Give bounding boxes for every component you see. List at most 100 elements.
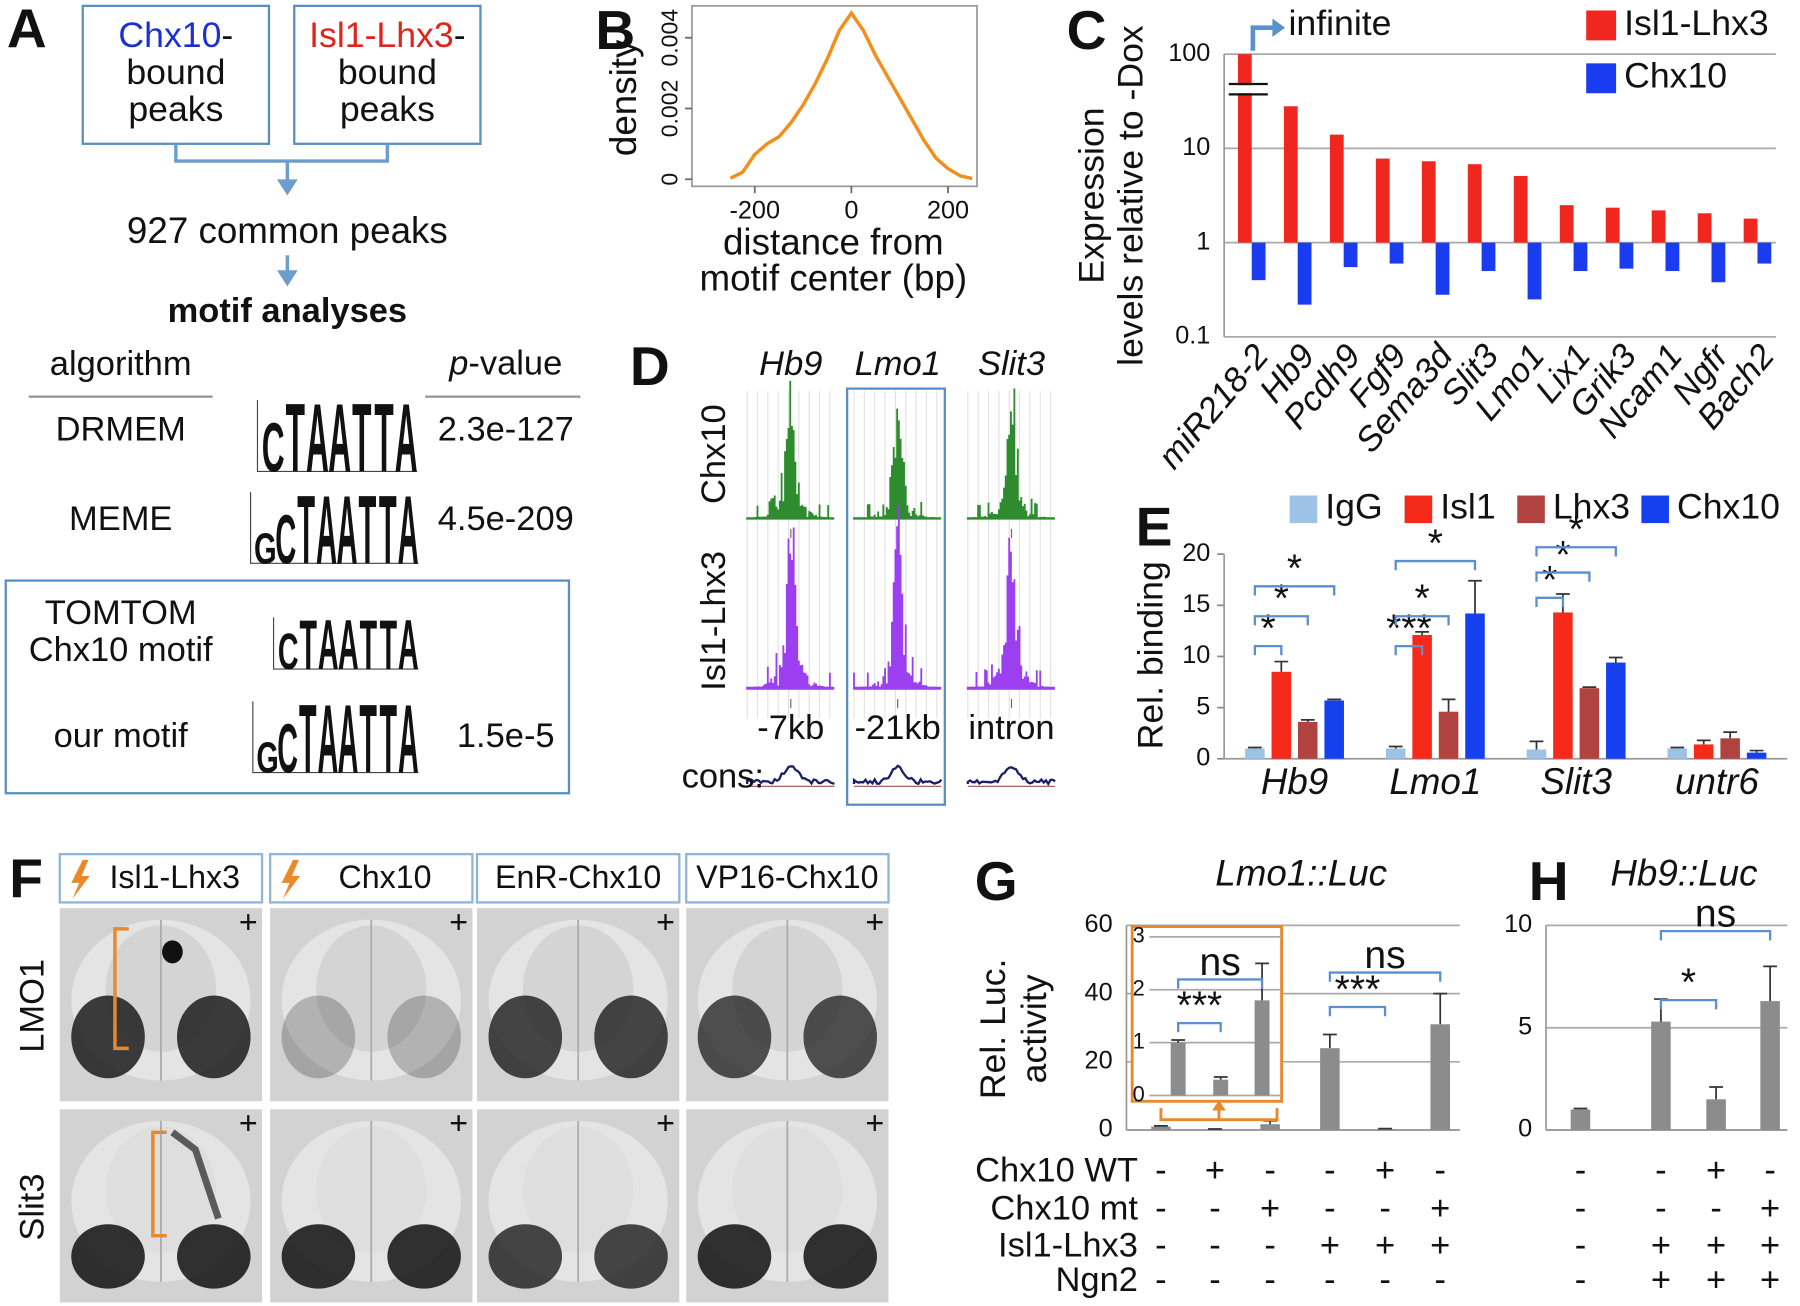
error-bar [1670,746,1685,749]
condition-sign: - [1155,1190,1166,1228]
significance-label: *** [1335,968,1381,1011]
error-bar [1723,731,1738,739]
panel-letter: B [595,0,635,61]
arrow-head [277,270,298,287]
y-tick-label: 0 [1133,1081,1145,1106]
legend-swatch [1404,495,1433,524]
ventral-horn [803,1224,878,1289]
arrow-head [1212,1100,1226,1111]
bar [1329,134,1344,243]
bar [1665,242,1680,272]
column-box [58,853,264,904]
condition-sign: + [1706,1261,1726,1299]
bar [1559,205,1574,243]
bar [1746,752,1767,759]
condition-sign: + [1205,1152,1225,1190]
panel-letter: H [1529,850,1569,912]
ventral-horn [281,995,356,1079]
y-tick-label: 10 [1182,641,1210,669]
condition-sign: + [1320,1226,1340,1264]
legend-label: Isl1 [1440,487,1495,527]
significance-label: * [1542,559,1557,602]
x-tick-label: -200 [729,196,780,224]
logo-letter: A [395,385,418,493]
bar [1606,662,1626,759]
condition-sign: + [1760,1261,1780,1299]
ventral-horn [697,995,772,1079]
bar [1421,161,1436,243]
ventral-horn [387,995,461,1079]
factor-name: Chx10 [118,15,221,55]
bar [1570,1109,1591,1131]
logo-letter: A [328,385,351,493]
error-bar [1388,745,1403,749]
bar [1271,671,1292,759]
conservation-track [852,764,943,786]
legend-label: Isl1-Lhx3 [1624,3,1769,43]
bar [1711,242,1726,283]
ventral-horn [387,1224,461,1289]
significance-label: ns [1364,934,1405,977]
logo-letter: A [338,606,359,685]
significance-bracket [1328,1005,1387,1017]
column-header: algorithm [50,345,192,383]
bar [1375,158,1390,243]
bar [1757,242,1772,264]
x-tick-label: Lmo1 [1389,761,1481,802]
condition-sign: - [1209,1190,1220,1228]
bar [1389,242,1404,264]
plot-frame [691,5,978,188]
significance-bracket [1328,971,1442,982]
y-tick-label: 15 [1182,590,1210,618]
box-line: peaks [128,89,223,129]
bar [1170,1042,1186,1096]
bar [1743,218,1758,243]
condition-label: Chx10 WT [975,1152,1138,1190]
bar [1706,1099,1726,1131]
logo-letter: A [398,477,419,585]
logo-letter: G [254,523,277,572]
significance-label: * [1428,522,1443,565]
condition-sign: - [1655,1190,1666,1228]
legend-swatch [1289,495,1318,524]
condition-sign: - [1155,1261,1166,1299]
bar [1573,242,1588,272]
condition-sign: - [1655,1152,1666,1190]
condition-sign: + [1430,1190,1450,1228]
error-bar [1263,1119,1278,1125]
logo-letter: C [275,501,296,579]
signal-track [966,537,1055,690]
condition-sign: - [1379,1190,1390,1228]
condition-sign: + [1706,1152,1726,1190]
y-tick-label: 0.004 [656,9,682,67]
condition-sign: + [1651,1261,1671,1299]
significance-label: * [1569,509,1584,552]
y-tick-label: 20 [1182,539,1210,567]
condition-sign: + [1430,1226,1450,1264]
error-bar [1468,579,1482,614]
logo-letter: T [299,606,317,685]
panel-letter: E [1136,496,1173,558]
y-axis-label: Rel. binding [1130,561,1170,749]
error-bar [1300,719,1315,722]
legend-swatch [1517,495,1545,524]
row-label: Slit3 [14,1173,52,1240]
y-tick-label: 60 [1085,910,1113,938]
bar [1237,54,1252,243]
bar [1465,613,1485,759]
y-tick-label: 5 [1196,692,1210,720]
logo-letter: T [374,385,393,493]
condition-sign: - [1264,1226,1275,1264]
x-tick-label: 200 [927,196,969,224]
logo-letter: A [316,477,337,585]
panel-letter: D [630,335,670,397]
plus-mark: + [449,1105,468,1141]
box-line: bound [126,52,225,92]
y-tick-label: 0 [1099,1115,1113,1143]
condition-header: VP16-Chx10 [696,859,878,895]
bar [1697,213,1712,243]
logo-letter: T [352,385,371,493]
ventral-horn [488,995,563,1079]
significance-label: ns [1199,941,1240,984]
